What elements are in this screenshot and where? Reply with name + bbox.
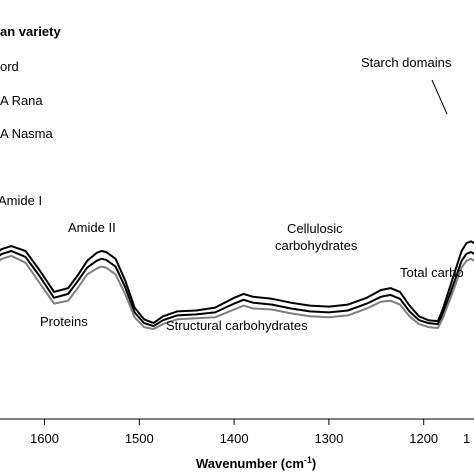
x-tick-label-1400: 1400 xyxy=(220,431,249,446)
annotation-cellulosic-1: Cellulosic xyxy=(287,221,343,236)
series-line-0 xyxy=(0,240,474,325)
series-layer xyxy=(0,240,474,330)
tick-layer: 1600150014001300120011001 xyxy=(30,419,470,446)
legend-title: an variety xyxy=(0,24,61,39)
x-axis-label-close: ) xyxy=(312,456,316,471)
x-tick-label-1600: 1600 xyxy=(30,431,59,446)
annotation-total: Total carbo xyxy=(400,265,464,280)
x-tick-label-1300: 1300 xyxy=(314,431,343,446)
legend-entry-0: ord xyxy=(0,59,19,74)
legend-entry-1: A Rana xyxy=(0,93,43,108)
annotation-starch: Starch domains xyxy=(361,55,452,70)
annotation-amide2: Amide II xyxy=(68,220,116,235)
annotation-amide1: Amide I xyxy=(0,193,42,208)
x-tick-label-1200: 1200 xyxy=(409,431,438,446)
series-line-1 xyxy=(0,250,474,328)
x-tick-label-edge: 1 xyxy=(463,431,470,446)
legend-entry-2: A Nasma xyxy=(0,126,53,141)
annotation-proteins: Proteins xyxy=(40,314,88,329)
x-tick-label-1500: 1500 xyxy=(125,431,154,446)
series-line-2 xyxy=(0,254,474,330)
starch-pointer-line xyxy=(431,79,448,115)
annotation-structural: Structural carbohydrates xyxy=(166,318,308,333)
x-axis-label: Wavenumber (cm-1) xyxy=(196,455,316,471)
x-axis-label-sup: -1 xyxy=(304,455,312,465)
annotation-cellulosic-2: carbohydrates xyxy=(275,238,358,253)
x-axis-label-text: Wavenumber (cm xyxy=(196,456,304,471)
